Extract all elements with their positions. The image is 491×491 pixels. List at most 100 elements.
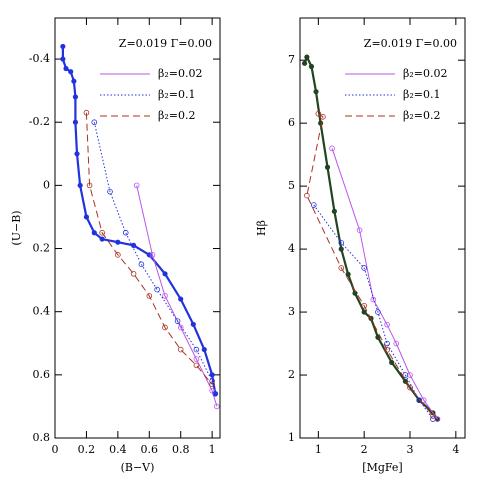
annotation: Z=0.019 Γ=0.00 [119, 37, 212, 50]
data-point [338, 246, 344, 252]
series-line [136, 185, 218, 407]
x-axis-label: [MgFe] [362, 461, 402, 474]
data-point [162, 324, 168, 331]
data-point [209, 378, 215, 384]
data-point [214, 403, 220, 410]
y-tick-label: 0.6 [33, 368, 51, 381]
data-point [68, 69, 74, 75]
data-point [138, 261, 145, 268]
y-tick-label: 6 [288, 116, 295, 129]
x-tick-label: 3 [407, 443, 414, 456]
y-tick-label: 7 [288, 53, 295, 66]
data-point [209, 372, 215, 378]
data-point [72, 119, 79, 125]
data-point [393, 340, 400, 347]
data-point [370, 296, 377, 303]
data-point [130, 242, 137, 248]
y-tick-label: -0.2 [29, 115, 50, 128]
data-point [133, 182, 140, 189]
data-point [177, 324, 184, 331]
data-point [375, 309, 381, 315]
data-point [315, 110, 322, 117]
x-tick-label: 0.2 [78, 443, 96, 456]
plot-frame [54, 17, 221, 439]
data-point [416, 397, 422, 404]
data-point [402, 372, 409, 378]
data-point [190, 321, 196, 327]
series-line [306, 113, 434, 417]
data-point [310, 202, 317, 208]
data-point [361, 309, 367, 315]
data-point [193, 356, 200, 362]
data-point [99, 229, 105, 236]
series-line [93, 122, 216, 394]
x-tick-label: 4 [452, 443, 459, 456]
x-tick-label: 0.4 [109, 443, 127, 456]
data-point [99, 236, 105, 242]
data-point [91, 119, 98, 126]
data-point [115, 252, 121, 258]
data-point [91, 230, 97, 236]
data-point [177, 346, 184, 353]
data-point [301, 60, 308, 66]
data-point [83, 214, 90, 220]
data-point [209, 381, 215, 388]
data-point [60, 56, 66, 62]
y-axis-label: Hβ [255, 220, 268, 236]
data-point [384, 347, 390, 353]
data-point [63, 65, 69, 72]
y-tick-label: -0.4 [29, 52, 50, 65]
data-point [71, 78, 77, 84]
y-tick-label: 5 [288, 179, 295, 192]
data-point [331, 208, 337, 214]
y-tick-label: 1 [288, 431, 295, 444]
y-tick-label: 4 [288, 242, 295, 255]
x-tick-label: 2 [361, 443, 368, 456]
y-tick-label: 0.2 [33, 242, 51, 255]
data-point [345, 271, 351, 277]
y-tick-label: 2 [288, 368, 295, 381]
data-point [361, 265, 367, 271]
legend-label: β₂=0.02 [403, 67, 447, 80]
data-point [324, 164, 331, 170]
data-point [384, 340, 390, 347]
series-line [331, 148, 438, 420]
x-tick-label: 0.6 [141, 443, 159, 456]
x-tick-label: 0.8 [172, 443, 190, 456]
y-tick-label: 3 [288, 305, 295, 318]
data-point [107, 188, 113, 195]
data-point [174, 318, 181, 324]
data-point [212, 390, 219, 397]
data-point [83, 109, 90, 116]
data-point [352, 290, 358, 296]
y-tick-label: 0.8 [33, 431, 51, 444]
data-point [130, 270, 137, 277]
y-tick-label: 0 [43, 178, 50, 191]
y-axis-label: (U−B) [10, 210, 23, 245]
data-point [356, 227, 363, 234]
data-point [72, 94, 79, 100]
series-line [313, 204, 434, 420]
annotation: Z=0.019 Γ=0.00 [364, 37, 457, 50]
data-point [201, 346, 207, 353]
data-point [308, 63, 315, 70]
data-point [154, 286, 160, 293]
data-point [209, 387, 215, 394]
data-point [193, 346, 200, 353]
data-point [338, 239, 345, 246]
plot-frame [299, 17, 466, 439]
data-point [162, 271, 168, 277]
data-point [313, 89, 319, 95]
data-point [193, 362, 200, 369]
data-point [304, 192, 310, 199]
data-point [178, 296, 184, 302]
data-point [74, 151, 80, 157]
legend-label: β₂=0.2 [158, 109, 195, 122]
legend-label: β₂=0.1 [158, 88, 195, 101]
data-point [304, 54, 310, 60]
x-axis-label: (B−V) [121, 461, 155, 474]
data-point [407, 384, 413, 391]
data-point [146, 293, 153, 299]
data-point [318, 120, 324, 126]
